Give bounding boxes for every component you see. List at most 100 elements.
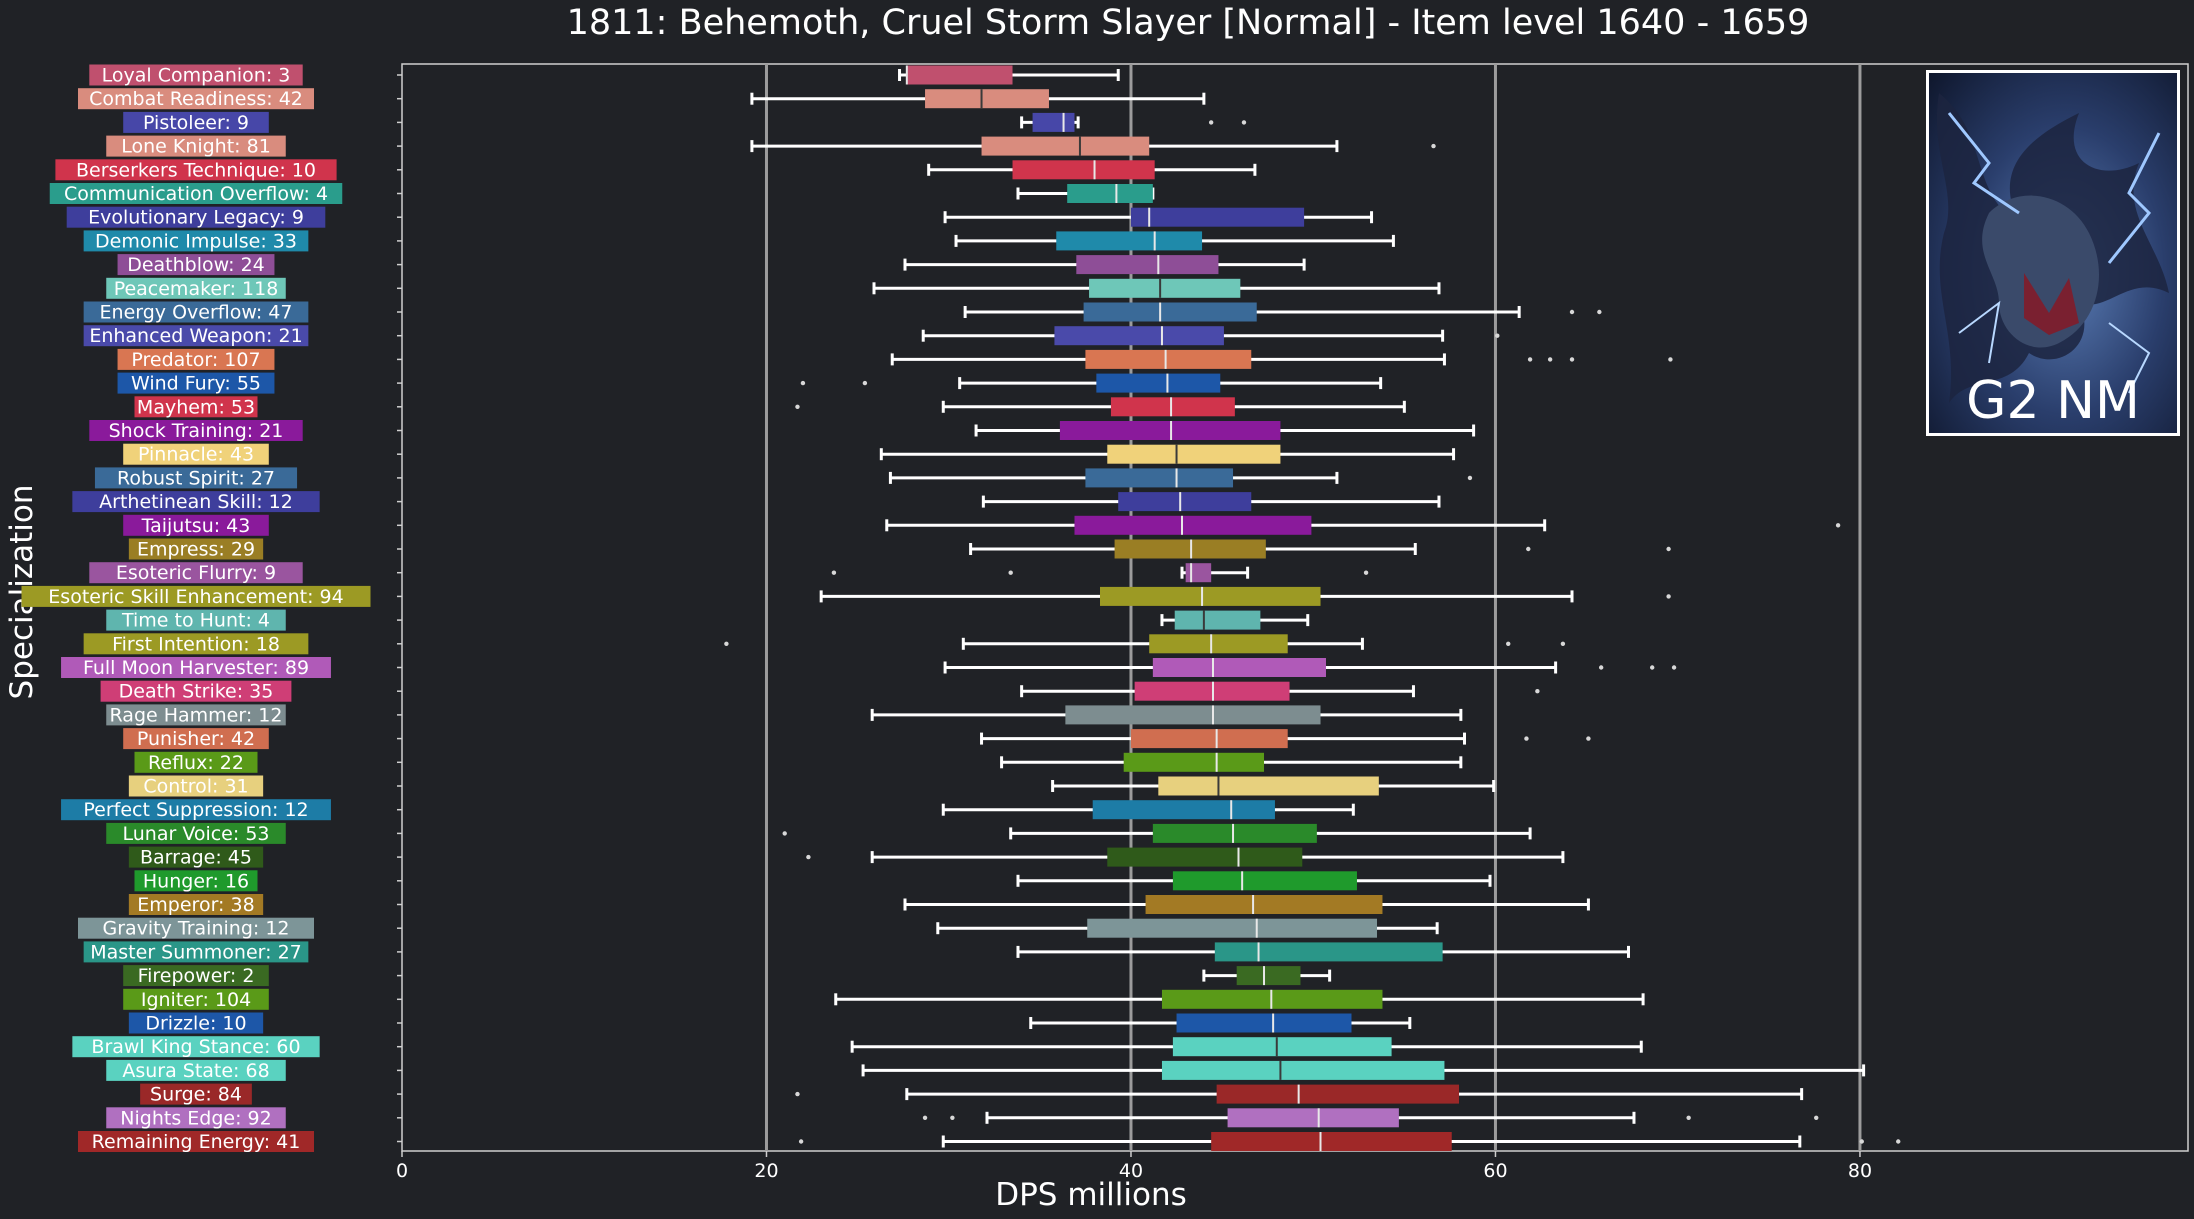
box-row: Shock Training: 21 (89, 420, 1476, 442)
outlier-point (1569, 309, 1575, 315)
series-label: Berserkers Technique: 10 (76, 159, 316, 181)
outlier-point (1506, 641, 1511, 646)
box-row: Empress: 29 (128, 538, 1671, 561)
outlier-point (1598, 665, 1604, 670)
outlier-point (1686, 1115, 1691, 1121)
outlier-point (798, 1139, 804, 1144)
box-row: Robust Spirit: 27 (94, 467, 1473, 489)
label-background (78, 917, 314, 939)
box-iqr (1067, 184, 1153, 203)
label-background (106, 1059, 286, 1081)
box-row: Deathblow: 24 (117, 254, 1306, 276)
box-iqr (1214, 942, 1443, 962)
series-label: Punisher: 42 (137, 728, 255, 750)
chart-title: 1811: Behemoth, Cruel Storm Slayer [Norm… (567, 3, 1810, 43)
outlier-point (782, 831, 787, 836)
box-iqr (1056, 231, 1203, 251)
label-background (123, 728, 269, 750)
box-iqr (925, 89, 1049, 109)
label-background (106, 609, 286, 631)
inset-label: G2 NM (1966, 371, 2140, 431)
box-row: Lunar Voice: 53 (106, 822, 1532, 845)
outlier-point (1008, 570, 1013, 575)
box-row: Lone Knight: 81 (106, 135, 1436, 158)
label-background (55, 159, 337, 181)
label-background (66, 206, 326, 228)
label-background (21, 585, 371, 607)
box-iqr (1087, 918, 1378, 938)
box-row: Pistoleer: 9 (123, 112, 1247, 134)
label-background (83, 325, 309, 347)
series-label: Rage Hammer: 12 (110, 704, 283, 726)
series-label: Remaining Energy: 41 (92, 1131, 301, 1153)
box-iqr (1085, 468, 1234, 488)
box-iqr (1083, 302, 1257, 322)
box-iqr (1172, 1037, 1392, 1057)
series-label: Asura State: 68 (122, 1060, 269, 1082)
label-background (100, 680, 292, 702)
box-iqr (1065, 705, 1321, 725)
label-background (83, 633, 309, 655)
label-background (140, 1083, 252, 1105)
box-row: Barrage: 45 (128, 846, 1565, 869)
box-iqr (1074, 515, 1312, 535)
box-row: Enhanced Weapon: 21 (83, 325, 1500, 347)
outlier-point (1547, 357, 1553, 362)
series-label: Gravity Training: 12 (102, 918, 289, 940)
box-row: Berserkers Technique: 10 (55, 159, 1257, 181)
box-row: Nights Edge: 92 (106, 1107, 1819, 1129)
series-label: Control: 31 (143, 776, 248, 798)
box-iqr (1130, 207, 1305, 227)
label-background (106, 135, 286, 157)
label-background (123, 988, 269, 1010)
outlier-point (862, 380, 868, 386)
label-background (83, 301, 309, 323)
outlier-point (1467, 475, 1473, 481)
series-label: Reflux: 22 (148, 752, 244, 774)
label-background (117, 372, 275, 394)
box-iqr (981, 136, 1150, 156)
box-iqr (1123, 752, 1265, 772)
box-iqr (1185, 563, 1212, 583)
box-iqr (1227, 1108, 1399, 1128)
outlier-point (1363, 570, 1369, 575)
series-label: Perfect Suppression: 12 (83, 799, 308, 821)
series-label: Enhanced Weapon: 21 (89, 325, 302, 347)
box-iqr (1158, 776, 1379, 796)
series-label: Lone Knight: 81 (121, 136, 271, 158)
series-label: Predator: 107 (131, 349, 260, 371)
series-label: Firepower: 2 (138, 965, 255, 987)
label-background (134, 396, 258, 418)
outlier-point (1835, 523, 1841, 528)
label-background (123, 443, 269, 465)
label-background (89, 64, 303, 86)
box-row: Predator: 107 (117, 348, 1673, 371)
box-iqr (1054, 326, 1224, 346)
series-label: First Intention: 18 (112, 633, 280, 655)
box-row: Evolutionary Legacy: 9 (66, 206, 1374, 229)
box-row: Full Moon Harvester: 89 (61, 657, 1677, 679)
box-iqr (1149, 634, 1288, 654)
box-row: Arthetinean Skill: 12 (72, 491, 1441, 513)
box-row: Death Strike: 35 (100, 680, 1540, 703)
series-label: Drizzle: 10 (145, 1013, 246, 1035)
label-background (61, 799, 331, 821)
series-label: Combat Readiness: 42 (89, 88, 303, 110)
box-iqr (1152, 658, 1326, 677)
box-iqr (1012, 160, 1155, 180)
box-iqr (1092, 800, 1275, 820)
outlier-point (1527, 357, 1533, 362)
outlier-point (1597, 309, 1602, 315)
box-row: Perfect Suppression: 12 (61, 799, 1355, 821)
outlier-point (922, 1115, 928, 1121)
series-label: Arthetinean Skill: 12 (99, 491, 293, 513)
series-label: Nights Edge: 92 (120, 1107, 271, 1129)
series-label: Loyal Companion: 3 (102, 65, 291, 87)
outlier-point (831, 570, 837, 575)
outlier-point (1671, 665, 1677, 670)
box-row: Communication Overflow: 4 (49, 183, 1155, 205)
box-iqr (1161, 1060, 1445, 1080)
box-row: Master Summoner: 27 (83, 941, 1631, 963)
outlier-point (1586, 736, 1591, 741)
